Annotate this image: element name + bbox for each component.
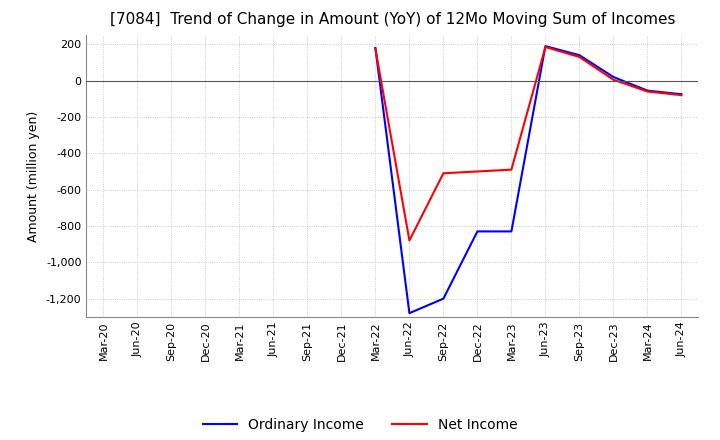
Ordinary Income <box>507 229 516 234</box>
Title: [7084]  Trend of Change in Amount (YoY) of 12Mo Moving Sum of Incomes: [7084] Trend of Change in Amount (YoY) o… <box>109 12 675 27</box>
Ordinary Income <box>643 88 652 93</box>
Line: Ordinary Income: Ordinary Income <box>375 46 681 313</box>
Ordinary Income <box>405 311 414 316</box>
Ordinary Income <box>575 52 584 58</box>
Net Income <box>609 77 618 82</box>
Net Income <box>473 169 482 174</box>
Net Income <box>541 44 550 50</box>
Ordinary Income <box>473 229 482 234</box>
Legend: Ordinary Income, Net Income: Ordinary Income, Net Income <box>197 412 523 437</box>
Ordinary Income <box>541 44 550 49</box>
Ordinary Income <box>371 45 379 51</box>
Ordinary Income <box>677 92 685 97</box>
Y-axis label: Amount (million yen): Amount (million yen) <box>27 110 40 242</box>
Net Income <box>439 171 448 176</box>
Ordinary Income <box>439 296 448 301</box>
Net Income <box>507 167 516 172</box>
Net Income <box>677 92 685 98</box>
Net Income <box>575 55 584 60</box>
Net Income <box>405 238 414 243</box>
Line: Net Income: Net Income <box>375 47 681 241</box>
Net Income <box>371 46 379 51</box>
Ordinary Income <box>609 74 618 80</box>
Net Income <box>643 89 652 94</box>
